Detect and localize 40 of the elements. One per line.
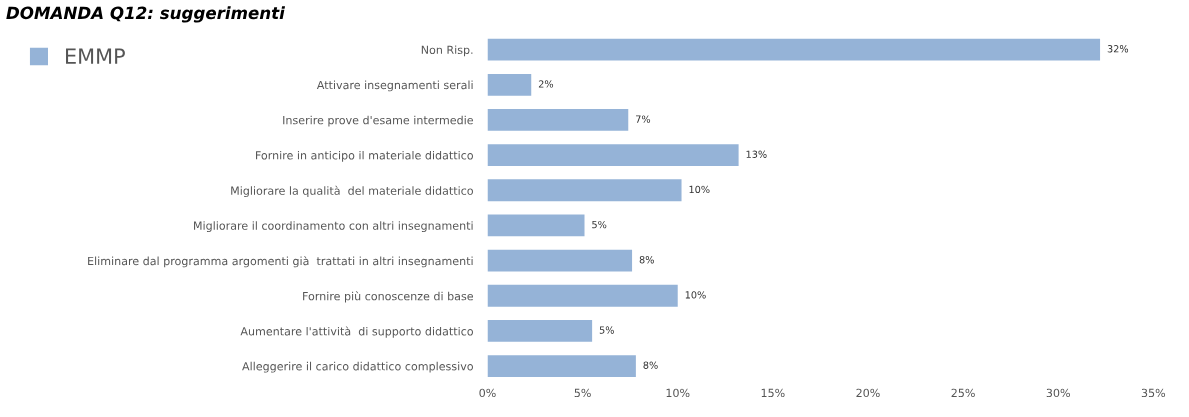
bar	[487, 179, 682, 202]
y-tick-label: Non Risp.	[421, 45, 473, 57]
y-tick-label: Fornire più conoscenze di base	[303, 291, 474, 303]
data-label: 32%	[1107, 45, 1129, 53]
y-tick-label: Aumentare l'attività di supporto didattico	[240, 326, 473, 338]
legend-label: EMMP	[66, 48, 125, 64]
data-label: 8%	[643, 361, 658, 369]
y-tick-label: Migliorare il coordinamento con altri insegnamenti	[194, 221, 473, 232]
x-tick-label: 15%	[761, 388, 785, 398]
data-label: 5%	[592, 220, 607, 229]
bar	[487, 320, 593, 342]
bar	[487, 355, 636, 377]
x-tick-label: 30%	[1046, 388, 1070, 398]
data-label: 7%	[636, 115, 651, 123]
x-tick-label: 10%	[666, 388, 690, 398]
x-tick-label: 0%	[479, 388, 496, 398]
y-tick-label: Fornire in anticipo il materiale didattico	[256, 150, 473, 162]
y-tick-label: Eliminare dal programma argomenti già trattati in altri insegnamenti	[88, 256, 473, 268]
data-label: 10%	[685, 291, 706, 299]
y-tick-label: Alleggerire il carico didattico complessivo	[242, 361, 473, 373]
data-label: 10%	[689, 185, 710, 194]
x-tick-label: 5%	[574, 388, 591, 398]
data-label: 2%	[538, 80, 554, 88]
data-label: 8%	[639, 256, 654, 264]
x-tick-label: 25%	[951, 388, 975, 398]
y-tick-label: Attivare insegnamenti serali	[316, 80, 473, 92]
x-tick-label: 35%	[1141, 388, 1166, 398]
bar	[487, 214, 585, 237]
bar	[487, 144, 739, 167]
bar	[487, 284, 678, 307]
bar	[487, 109, 629, 131]
x-tick-label: 20%	[856, 388, 880, 398]
bar	[487, 249, 633, 272]
data-label: 5%	[599, 326, 614, 334]
bar	[487, 38, 1101, 61]
y-tick-label: Migliorare la qualità del materiale didattico	[231, 185, 473, 198]
data-label: 13%	[746, 150, 767, 158]
text: DOMANDA Q12: suggerimenti	[6, 6, 286, 23]
bar	[487, 73, 532, 96]
y-tick-label: Inserire prove d'esame intermedie	[283, 115, 474, 127]
